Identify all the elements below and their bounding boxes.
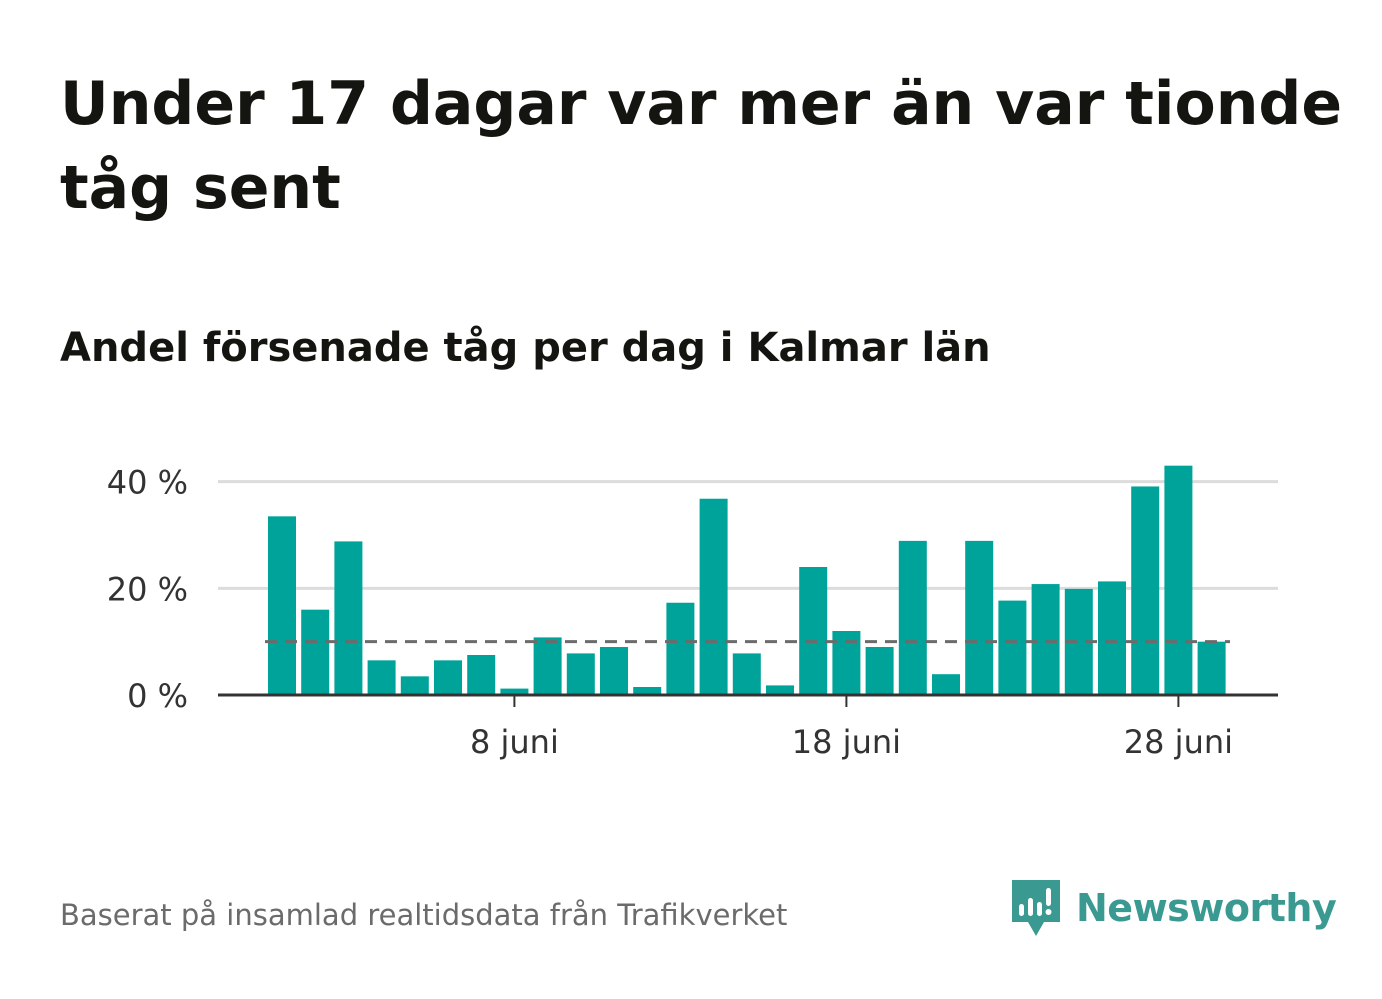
y-tick-label: 20 %	[107, 570, 188, 608]
bar	[600, 647, 628, 695]
bar	[434, 660, 462, 695]
bar	[633, 687, 662, 695]
bar	[1031, 584, 1060, 695]
bar	[699, 498, 728, 695]
x-tick-label: 8 juni	[470, 723, 559, 761]
brand-name: Newsworthy	[1076, 886, 1337, 930]
gridlines	[218, 480, 1278, 590]
bar	[500, 688, 529, 695]
brand-logo: Newsworthy	[1010, 878, 1337, 938]
x-tick-label: 18 juni	[792, 723, 901, 761]
bar	[799, 567, 828, 695]
bar	[400, 676, 429, 695]
bar	[898, 540, 927, 695]
bar	[1131, 486, 1160, 695]
bar	[1098, 581, 1126, 695]
bar	[932, 674, 960, 695]
bar	[301, 609, 330, 695]
bar	[367, 660, 396, 695]
bar	[998, 600, 1027, 695]
y-tick-label: 0 %	[127, 677, 188, 715]
y-tick-label: 40 %	[107, 464, 188, 502]
chart-subtitle: Andel försenade tåg per dag i Kalmar län	[60, 325, 991, 371]
bar	[1197, 641, 1226, 695]
bar	[566, 653, 595, 695]
x-tick-label: 28 juni	[1124, 723, 1233, 761]
bar	[268, 516, 296, 695]
bar	[965, 540, 994, 695]
newsworthy-logo-icon	[1012, 880, 1060, 936]
axes: 0 % 20 % 40 % 8 juni 18 juni 28 juni	[107, 464, 1278, 761]
bar-chart: 0 % 20 % 40 % 8 juni 18 juni 28 juni	[107, 464, 1278, 761]
bar	[334, 541, 363, 695]
bar	[732, 653, 761, 695]
bar	[666, 602, 695, 695]
bar	[533, 637, 562, 695]
chart-title: Under 17 dagar var mer än var tionde tåg…	[60, 69, 1343, 223]
bar	[467, 655, 496, 695]
bars	[268, 465, 1226, 695]
source-note: Baserat på insamlad realtidsdata från Tr…	[60, 898, 788, 932]
bar	[766, 685, 794, 695]
bar	[1164, 465, 1193, 695]
bar	[865, 647, 894, 695]
